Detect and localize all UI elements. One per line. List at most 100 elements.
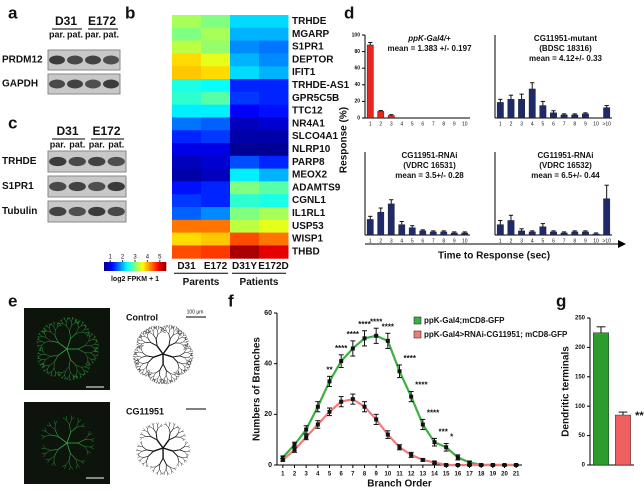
dendrite	[184, 366, 187, 368]
dendrite	[41, 362, 44, 365]
dendrite	[168, 325, 170, 328]
dendrite	[177, 376, 179, 378]
x-tick-label: 2	[510, 238, 513, 244]
error-bar	[508, 214, 514, 221]
dendrite	[50, 449, 59, 451]
dendrite	[170, 467, 173, 472]
dendrite	[90, 351, 95, 354]
dendrite	[173, 326, 175, 329]
dendrite	[141, 355, 147, 358]
dendrite	[42, 366, 44, 369]
dendrite	[95, 338, 98, 341]
colorbar-step	[113, 262, 116, 271]
dendrite	[153, 466, 156, 471]
bar	[496, 102, 504, 119]
error-bar	[441, 230, 446, 232]
dendrite	[179, 435, 184, 438]
dendrite	[70, 427, 77, 433]
gene-label: NR4A1	[292, 118, 325, 129]
x-tick-label: 10	[384, 472, 391, 478]
dendrite	[142, 436, 146, 439]
dendrite	[153, 428, 157, 434]
bar	[528, 231, 536, 236]
colorbar-step	[110, 262, 113, 271]
heatmap-cell	[230, 91, 260, 106]
dendrite	[57, 325, 60, 328]
chart-title: (BDSC 18316)	[539, 44, 592, 53]
dendrite	[76, 331, 82, 334]
x-axis-label: Time to Response (sec)	[438, 251, 550, 262]
point	[292, 447, 297, 452]
significance: ****	[635, 410, 644, 422]
dendrite	[138, 339, 140, 341]
error-bar	[389, 114, 394, 116]
dendrite	[79, 376, 81, 379]
dendrite	[139, 334, 141, 336]
dendrite	[179, 352, 185, 357]
blot-strip	[47, 175, 127, 198]
dendrite	[72, 375, 76, 377]
colorbar-step	[117, 262, 120, 271]
x-tick-label: 3	[304, 472, 308, 478]
dendrite	[85, 325, 88, 328]
dendrite	[160, 381, 162, 383]
dendrite	[134, 356, 136, 359]
dendrite	[93, 349, 97, 352]
dendrite	[148, 330, 151, 334]
image-label: Control	[28, 311, 57, 321]
bar	[366, 44, 374, 119]
x-tick-label: 4	[531, 238, 534, 244]
x-tick-label: 1	[499, 121, 502, 127]
dendrite	[57, 436, 68, 444]
blot-band	[103, 79, 119, 89]
dendrite	[53, 461, 56, 466]
dendrite	[69, 424, 71, 433]
heatmap-cell	[230, 104, 260, 118]
heatmap-cell	[201, 155, 231, 170]
point	[280, 457, 285, 462]
x-tick-label: 1	[369, 121, 372, 127]
dendrite	[162, 447, 173, 452]
error-bar	[462, 231, 467, 233]
blot-lane: par.	[89, 139, 105, 149]
heatmap-cell	[259, 117, 289, 131]
dendrite	[168, 432, 171, 440]
blot-band	[88, 156, 106, 167]
dendrite	[65, 460, 70, 466]
dendrite	[39, 348, 41, 351]
dendrite	[75, 459, 78, 465]
dendrite	[53, 321, 55, 324]
dendrite	[45, 325, 48, 327]
dendrite	[39, 358, 42, 360]
dendrite	[146, 449, 154, 452]
dendrite	[79, 373, 83, 375]
point	[455, 455, 460, 460]
dendrite	[42, 336, 47, 338]
colorbar-step	[130, 262, 133, 271]
bar	[518, 99, 525, 119]
dendrite	[190, 348, 193, 350]
dendrite	[148, 372, 151, 375]
error-bar	[498, 219, 503, 225]
dendrite	[167, 378, 170, 381]
heatmap-cell	[172, 155, 202, 170]
dendrite	[51, 374, 53, 377]
x-tick-label: 9	[584, 121, 587, 127]
dendrite	[171, 470, 174, 473]
panel-label: c	[8, 113, 17, 132]
colorbar-step	[133, 262, 136, 271]
dendrite	[59, 319, 62, 322]
dendrite	[187, 451, 191, 453]
dendrite	[138, 365, 141, 367]
blot-lane: pat.	[67, 29, 83, 39]
dendrite	[150, 332, 154, 335]
colorbar-step	[141, 262, 144, 271]
blot-band	[67, 79, 83, 89]
colorbar-step	[124, 262, 126, 271]
column-label: E172D	[258, 261, 289, 272]
dendrite	[55, 326, 58, 331]
point	[327, 379, 332, 384]
colorbar-step	[114, 262, 117, 271]
dendrite	[61, 465, 66, 467]
dendrite	[61, 321, 64, 324]
